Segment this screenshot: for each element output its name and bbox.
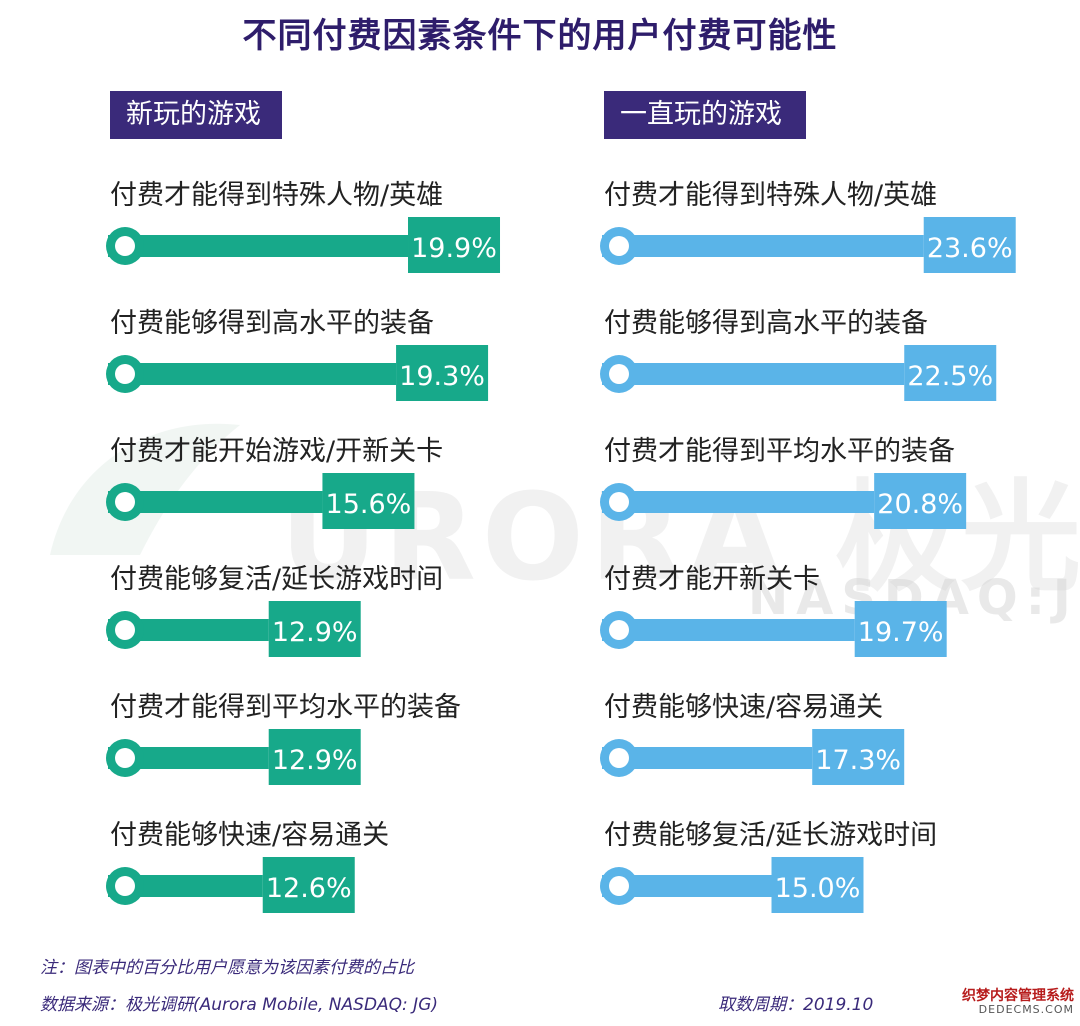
chart-footnote: 注：图表中的百分比用户愿意为该因素付费的占比 bbox=[40, 958, 414, 978]
value-label: 23.6% bbox=[927, 233, 1013, 264]
bar-row-1-4: 付费能够快速/容易通关 17.3% bbox=[600, 692, 905, 785]
bar bbox=[108, 747, 269, 769]
value-box bbox=[262, 857, 355, 913]
category-label: 付费才能得到特殊人物/英雄 bbox=[604, 180, 937, 211]
bar bbox=[602, 491, 875, 513]
bar-cap-hole bbox=[609, 748, 629, 768]
bar-cap-hole bbox=[609, 620, 629, 640]
category-label: 付费能够快速/容易通关 bbox=[110, 820, 389, 851]
value-box bbox=[396, 345, 489, 401]
bar-cap-hole bbox=[609, 492, 629, 512]
value-label: 15.6% bbox=[326, 489, 412, 520]
panel-title-new-games: 新玩的游戏 bbox=[110, 91, 282, 139]
bar bbox=[602, 747, 813, 769]
bar-row-1-2: 付费才能得到平均水平的装备 20.8% bbox=[600, 436, 967, 529]
bar bbox=[108, 363, 397, 385]
value-box bbox=[771, 857, 864, 913]
corner-watermark: 织梦内容管理系统 DEDECMS.COM bbox=[962, 987, 1074, 1016]
category-label: 付费才能得到特殊人物/英雄 bbox=[110, 180, 443, 211]
bar-row-0-3: 付费能够复活/延长游戏时间 12.9% bbox=[106, 564, 443, 657]
value-box bbox=[408, 217, 501, 273]
value-box bbox=[322, 473, 415, 529]
bar bbox=[108, 619, 269, 641]
bar bbox=[602, 875, 772, 897]
value-box bbox=[874, 473, 967, 529]
bar-cap-hole bbox=[115, 748, 135, 768]
value-box bbox=[268, 601, 361, 657]
value-box bbox=[268, 729, 361, 785]
bar-row-0-0: 付费才能得到特殊人物/英雄 19.9% bbox=[106, 180, 501, 273]
value-label: 22.5% bbox=[907, 361, 993, 392]
value-label: 19.3% bbox=[399, 361, 485, 392]
value-label: 12.6% bbox=[266, 873, 352, 904]
bar bbox=[602, 363, 905, 385]
category-label: 付费能够快速/容易通关 bbox=[604, 692, 883, 723]
bar-cap-hole bbox=[609, 364, 629, 384]
category-label: 付费才能得到平均水平的装备 bbox=[110, 692, 461, 723]
bar-row-0-1: 付费能够得到高水平的装备 19.3% bbox=[106, 308, 489, 401]
bar bbox=[108, 491, 323, 513]
value-label: 15.0% bbox=[775, 873, 861, 904]
value-label: 17.3% bbox=[815, 745, 901, 776]
category-label: 付费才能得到平均水平的装备 bbox=[604, 436, 955, 467]
bar bbox=[602, 619, 855, 641]
data-period: 取数周期：2019.10 bbox=[718, 995, 874, 1015]
bar-cap-hole bbox=[609, 876, 629, 896]
corner-watermark-en: DEDECMS.COM bbox=[978, 1002, 1074, 1016]
bar bbox=[108, 875, 263, 897]
category-label: 付费能够复活/延长游戏时间 bbox=[110, 564, 443, 595]
category-label: 付费能够得到高水平的装备 bbox=[604, 308, 928, 339]
value-box bbox=[923, 217, 1016, 273]
bar-row-1-3: 付费才能开新关卡 19.7% bbox=[600, 564, 947, 657]
value-label: 19.9% bbox=[411, 233, 497, 264]
bar-row-0-4: 付费才能得到平均水平的装备 12.9% bbox=[106, 692, 461, 785]
bar-cap-hole bbox=[609, 236, 629, 256]
value-label: 12.9% bbox=[272, 745, 358, 776]
value-box bbox=[812, 729, 905, 785]
bar bbox=[602, 235, 924, 257]
value-box bbox=[854, 601, 947, 657]
value-label: 12.9% bbox=[272, 617, 358, 648]
bar-row-0-2: 付费才能开始游戏/开新关卡 15.6% bbox=[106, 436, 443, 529]
category-label: 付费才能开新关卡 bbox=[604, 564, 820, 595]
chart-title: 不同付费因素条件下的用户付费可能性 bbox=[242, 16, 838, 56]
bar-cap-hole bbox=[115, 492, 135, 512]
panel-title-ongoing-games: 一直玩的游戏 bbox=[604, 91, 806, 139]
category-label: 付费才能开始游戏/开新关卡 bbox=[110, 436, 443, 467]
value-box bbox=[904, 345, 997, 401]
data-source: 数据来源：极光调研(Aurora Mobile, NASDAQ: JG) bbox=[40, 995, 438, 1015]
bar-cap-hole bbox=[115, 876, 135, 896]
bar-row-1-1: 付费能够得到高水平的装备 22.5% bbox=[600, 308, 997, 401]
bar-row-1-5: 付费能够复活/延长游戏时间 15.0% bbox=[600, 820, 937, 913]
bar bbox=[108, 235, 409, 257]
bar-cap-hole bbox=[115, 236, 135, 256]
bar-row-1-0: 付费才能得到特殊人物/英雄 23.6% bbox=[600, 180, 1016, 273]
bar-cap-hole bbox=[115, 620, 135, 640]
corner-watermark-cn: 织梦内容管理系统 bbox=[962, 987, 1074, 1004]
bar-row-0-5: 付费能够快速/容易通关 12.6% bbox=[106, 820, 389, 913]
bar-cap-hole bbox=[115, 364, 135, 384]
value-label: 19.7% bbox=[858, 617, 944, 648]
category-label: 付费能够得到高水平的装备 bbox=[110, 308, 434, 339]
aurora-logo-leaf-icon bbox=[50, 423, 240, 555]
category-label: 付费能够复活/延长游戏时间 bbox=[604, 820, 937, 851]
value-label: 20.8% bbox=[877, 489, 963, 520]
